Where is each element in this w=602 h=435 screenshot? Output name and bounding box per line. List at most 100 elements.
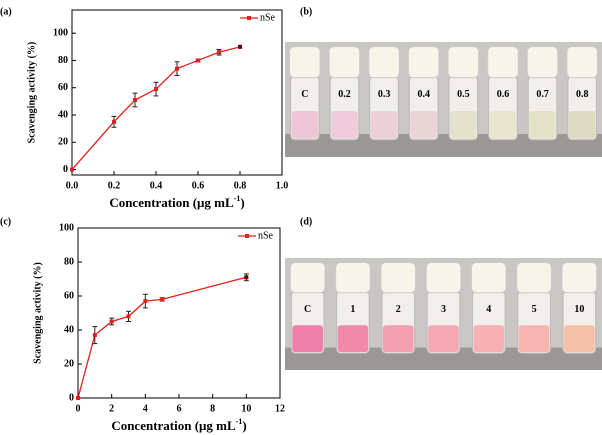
x-axis-label-part: -1 bbox=[236, 417, 243, 426]
y-tick-label: 40 bbox=[64, 324, 74, 335]
vial-liquid bbox=[564, 325, 595, 353]
x-tick-label: 0.4 bbox=[150, 180, 163, 191]
y-tick-label: 100 bbox=[53, 27, 68, 38]
x-tick-label: 4 bbox=[143, 403, 148, 414]
vial-label: 3 bbox=[441, 304, 446, 315]
vial-label: 0.2 bbox=[338, 89, 351, 100]
point bbox=[154, 87, 158, 92]
vial-liquid bbox=[518, 325, 550, 353]
series-line bbox=[77, 276, 247, 399]
vial-liquid bbox=[370, 111, 398, 139]
x-tick-label: 10 bbox=[241, 403, 251, 414]
vial-liquid bbox=[292, 325, 323, 353]
vial-cap bbox=[425, 261, 462, 294]
y-tick-label: 80 bbox=[58, 55, 68, 66]
vial-liquid bbox=[428, 325, 459, 353]
point bbox=[92, 333, 97, 338]
legend-label: nSe bbox=[258, 230, 274, 241]
vial-label: C bbox=[301, 89, 308, 100]
legend-label: nSe bbox=[260, 12, 276, 23]
series-line bbox=[71, 46, 241, 170]
point bbox=[238, 44, 242, 49]
vial-liquid bbox=[331, 111, 358, 139]
point bbox=[175, 66, 179, 71]
x-axis-label-part: ) bbox=[242, 418, 246, 433]
point bbox=[217, 50, 221, 55]
point bbox=[70, 167, 74, 172]
y-tick-label: 100 bbox=[59, 222, 74, 233]
vial-label: 0.6 bbox=[497, 89, 510, 100]
legend-marker bbox=[247, 16, 251, 20]
point bbox=[143, 299, 148, 304]
x-axis-label-part: ) bbox=[240, 195, 244, 210]
vial-liquid bbox=[410, 111, 437, 139]
y-tick-label: 60 bbox=[58, 82, 68, 93]
point bbox=[196, 58, 200, 63]
vial-label: 0.3 bbox=[378, 89, 391, 100]
vial-cap bbox=[289, 261, 326, 294]
vial-cap bbox=[470, 261, 507, 294]
vial-liquid bbox=[337, 325, 369, 353]
point bbox=[109, 319, 114, 324]
vial-cap bbox=[447, 46, 480, 79]
y-tick-label: 0 bbox=[69, 392, 74, 403]
y-axis-label: Scavenging activity (%) bbox=[26, 42, 37, 144]
y-tick-label: 40 bbox=[58, 109, 68, 120]
x-tick-label: 6 bbox=[177, 403, 182, 414]
vial-cap bbox=[335, 261, 371, 294]
x-tick-label: 2 bbox=[109, 403, 114, 414]
vial-cap bbox=[487, 46, 519, 79]
x-tick-label: 0.6 bbox=[192, 180, 205, 191]
y-tick-label: 60 bbox=[64, 290, 74, 301]
x-axis-label-part: Concentration (μg mL bbox=[109, 195, 234, 210]
x-axis-label: Concentration (μg mL-1) bbox=[109, 194, 244, 210]
vial-label: 0.5 bbox=[457, 89, 470, 100]
vial-liquid bbox=[568, 111, 596, 139]
vial-label: 0.7 bbox=[536, 89, 549, 100]
vial-label: 4 bbox=[486, 304, 491, 315]
panel-label: (b) bbox=[300, 6, 312, 17]
panel-label: (c) bbox=[0, 216, 11, 227]
vial-liquid bbox=[489, 111, 517, 139]
x-tick-label: 12 bbox=[275, 403, 285, 414]
y-axis-label: Scavenging activity (%) bbox=[32, 262, 43, 364]
panel-label: (d) bbox=[300, 216, 312, 227]
x-axis-label-part: -1 bbox=[234, 194, 241, 203]
vial-cap bbox=[289, 46, 321, 79]
x-tick-label: 0 bbox=[76, 403, 81, 414]
vial-liquid bbox=[473, 325, 505, 353]
vial-liquid bbox=[291, 111, 319, 139]
point bbox=[76, 396, 80, 400]
vial-liquid bbox=[450, 111, 477, 139]
y-tick-label: 80 bbox=[64, 256, 74, 267]
vial-cap bbox=[407, 46, 440, 79]
x-axis-label: Concentration (μg mL-1) bbox=[111, 417, 246, 433]
vial-cap bbox=[368, 46, 400, 79]
point bbox=[133, 98, 137, 102]
panel-label: (a) bbox=[0, 6, 12, 17]
point bbox=[126, 314, 131, 319]
vial-liquid bbox=[382, 325, 414, 353]
vial-label: 0.8 bbox=[576, 89, 589, 100]
y-tick-label: 20 bbox=[64, 358, 74, 369]
vial-liquid bbox=[529, 111, 556, 139]
x-tick-label: 8 bbox=[210, 403, 215, 414]
vial-cap bbox=[526, 46, 559, 79]
vial-label: C bbox=[304, 304, 311, 315]
vial-cap bbox=[380, 261, 417, 294]
vial-label: 1 bbox=[350, 304, 355, 315]
y-tick-label: 0 bbox=[63, 164, 68, 175]
x-axis-label-part: Concentration (μg mL bbox=[111, 418, 236, 433]
vial-label: 10 bbox=[574, 304, 584, 315]
x-tick-label: 0.0 bbox=[66, 180, 79, 191]
x-tick-label: 0.8 bbox=[234, 180, 247, 191]
x-tick-label: 1.0 bbox=[276, 180, 289, 191]
vial-label: 2 bbox=[396, 304, 401, 315]
x-tick-label: 0.2 bbox=[108, 180, 121, 191]
vial-label: 0.4 bbox=[417, 89, 430, 100]
vial-cap bbox=[561, 261, 598, 294]
vial-cap bbox=[516, 261, 552, 294]
point bbox=[160, 297, 165, 302]
point bbox=[112, 119, 116, 124]
